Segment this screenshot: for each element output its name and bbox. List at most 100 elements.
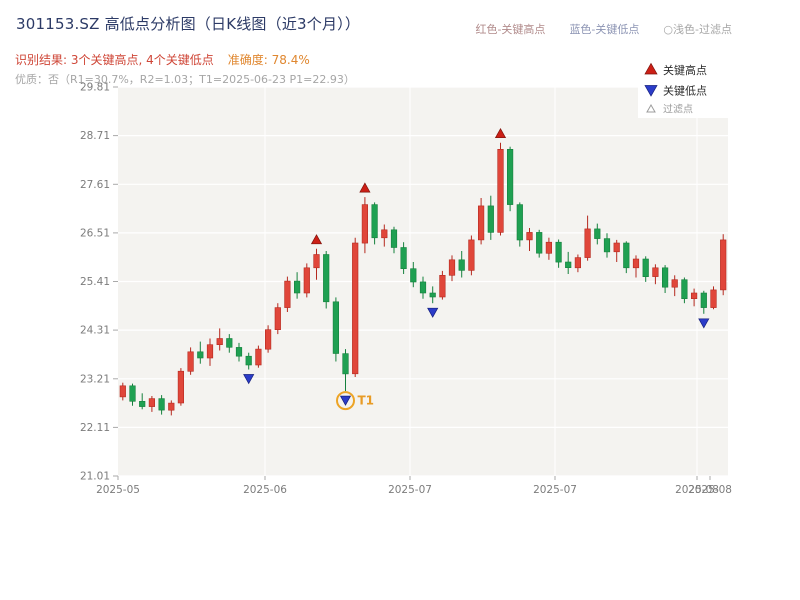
candle-body <box>613 242 620 253</box>
candle-body <box>303 267 310 294</box>
candle-body <box>293 280 301 294</box>
t1-label: T1 <box>358 394 375 408</box>
candle-body <box>129 385 136 402</box>
candle-body <box>536 232 543 254</box>
candle-body <box>390 229 398 248</box>
y-axis-label: 23.21 <box>80 373 110 385</box>
candle-body <box>323 254 330 303</box>
x-axis-label: 2025-07 <box>388 484 432 496</box>
candle-body <box>506 149 514 205</box>
candle-body <box>652 267 659 277</box>
key-low-marker <box>427 307 439 318</box>
candle-body <box>429 292 436 298</box>
candle-body <box>584 228 591 258</box>
candle-body <box>632 258 640 269</box>
candle-body <box>468 239 475 271</box>
candle-body <box>255 348 262 366</box>
candle-body <box>439 274 446 298</box>
candle-body <box>206 344 214 359</box>
candle-body <box>603 238 611 253</box>
key-high-marker <box>494 127 507 139</box>
top-legend: 红色-关键高点 蓝色-关键低点 ○浅色-过滤点 <box>475 21 732 37</box>
x-axis-label: 2025-07 <box>533 484 577 496</box>
legend-filtered-label: 过滤点 <box>663 103 693 116</box>
legend-key-low-icon <box>644 85 658 97</box>
candle-body <box>419 281 427 294</box>
candle-body <box>661 267 669 288</box>
legend-key-high-label: 关键高点 <box>663 63 707 77</box>
candle-body <box>342 353 349 375</box>
candle-body <box>226 338 233 348</box>
legend-key-high-icon <box>644 62 658 75</box>
y-axis-label: 26.51 <box>80 227 110 239</box>
candle-body <box>487 205 494 233</box>
key-high-marker <box>359 182 371 193</box>
candle-body <box>216 338 223 345</box>
y-axis-label: 24.31 <box>80 325 110 337</box>
y-axis-label: 27.61 <box>80 179 110 191</box>
candle-body <box>458 259 465 271</box>
candle-body <box>361 204 369 244</box>
candle-body <box>158 398 165 411</box>
candle-body <box>448 259 456 276</box>
candle-body <box>400 247 407 270</box>
page-title: 301153.SZ 高低点分析图（日K线图（近3个月）） <box>16 15 361 33</box>
candle-body <box>700 292 707 308</box>
y-axis-label: 25.41 <box>80 276 110 288</box>
candle-body <box>623 242 630 269</box>
candle-body <box>410 268 417 283</box>
candle-body <box>381 229 388 239</box>
accuracy-value: 准确度: 78.4% <box>227 53 310 67</box>
key-low-marker <box>243 374 255 385</box>
candle-body <box>284 280 291 308</box>
t1-highlight-ring <box>336 391 355 411</box>
x-axis-label: 2025-05 <box>96 484 140 496</box>
candle-body <box>274 307 281 331</box>
top-legend-key-low-note: 蓝色-关键低点 <box>569 23 640 36</box>
candle-body <box>681 279 688 300</box>
x-axis-label: 2025-06 <box>243 484 287 496</box>
candle-body <box>516 204 523 241</box>
candle-body <box>264 329 272 350</box>
candle-body <box>497 149 504 233</box>
candle-body <box>574 257 581 269</box>
candle-body <box>235 347 243 357</box>
candle-body <box>671 279 678 288</box>
candle-body <box>139 400 146 407</box>
candle-body <box>177 370 185 404</box>
candle-body <box>332 301 340 354</box>
y-axis-label: 29.81 <box>80 82 110 94</box>
x-axis-label: 2025-08 <box>688 484 732 496</box>
candle-body <box>197 351 204 359</box>
candle-body <box>690 292 698 299</box>
candle-body <box>168 402 175 411</box>
candle-body <box>119 385 126 398</box>
y-axis-label: 28.71 <box>80 130 110 142</box>
quality-note: 优质：否（R1=30.7%，R2=1.03；T1=2025-06-23 P1=2… <box>15 73 355 86</box>
recognition-summary: 识别结果: 3个关键高点, 4个关键低点 <box>15 53 214 67</box>
key-low-marker <box>698 318 710 329</box>
key-low-marker <box>339 395 352 406</box>
candle-body <box>526 232 533 241</box>
candle-body <box>565 261 572 268</box>
candle-body <box>642 258 649 278</box>
candle-body <box>545 241 552 254</box>
candle-body <box>187 351 194 372</box>
top-legend-key-high-note: 红色-关键高点 <box>475 23 546 36</box>
candle-body <box>594 228 601 239</box>
candle-body <box>710 289 717 308</box>
y-axis-label: 21.01 <box>80 471 110 483</box>
y-axis-label: 22.11 <box>80 422 110 434</box>
candle-body <box>352 242 359 375</box>
candle-body <box>313 254 320 269</box>
candle-body <box>720 239 727 291</box>
candle-body <box>245 355 252 366</box>
candle-body <box>148 398 156 407</box>
legend-filtered-icon <box>646 103 656 113</box>
key-high-marker <box>310 234 323 245</box>
x-axis-label: 2025-08 <box>675 484 719 496</box>
candle-body <box>555 241 562 263</box>
candle-body <box>477 205 485 241</box>
